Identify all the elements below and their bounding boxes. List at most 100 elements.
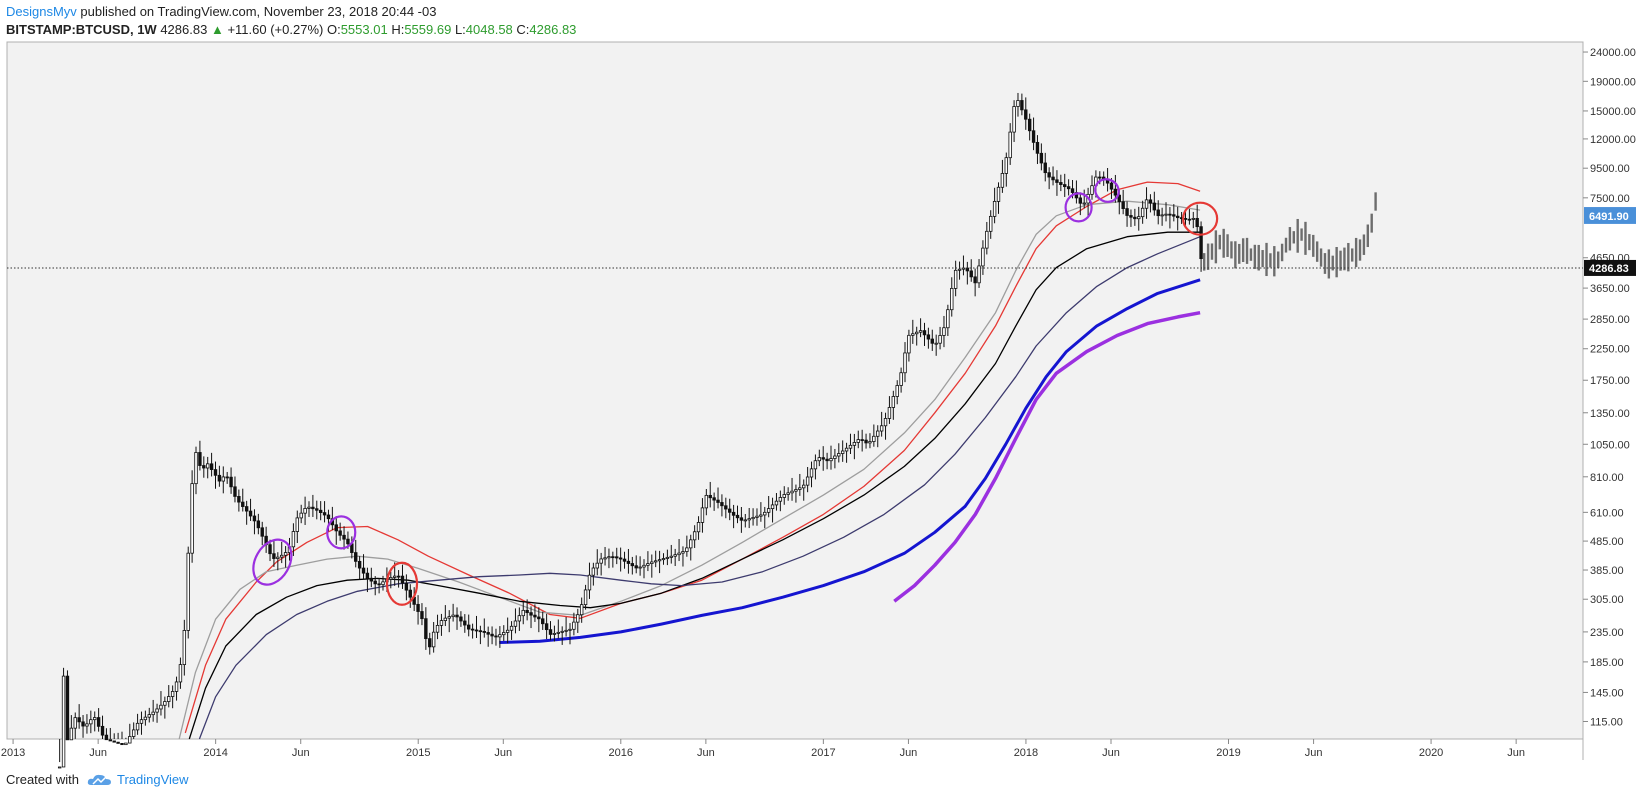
candle-body [229, 476, 233, 488]
candle-body [996, 186, 1001, 202]
time-tick-label: Jun [697, 747, 715, 759]
ma-line-gray [178, 200, 1201, 740]
price-tick-label: 610.00 [1590, 507, 1624, 519]
candle-body [357, 560, 362, 569]
candle-body [568, 628, 572, 631]
projection-bars [1202, 192, 1377, 279]
candle-body [373, 580, 377, 585]
candle-body [206, 463, 210, 469]
open-value: 5553.01 [340, 22, 388, 37]
candle-body [315, 508, 319, 511]
candle-body [73, 717, 77, 729]
candle-body [759, 514, 763, 517]
candle-body [934, 342, 938, 345]
candle-body [876, 430, 880, 437]
candle-body [217, 474, 222, 482]
time-tick-label: Jun [292, 747, 310, 759]
symbol-label: BITSTAMP:BTCUSD, 1W [6, 22, 157, 37]
candle-body [1031, 130, 1036, 143]
price-tick-label: 305.00 [1590, 594, 1624, 606]
candle-body [502, 632, 506, 636]
candle-body [704, 494, 709, 509]
price-axis[interactable]: 24000.00 19000.00 15000.00 12000.00 9500.00 7… [1583, 47, 1636, 728]
candle-body [361, 567, 366, 574]
candle-body [681, 551, 685, 554]
candle-body [77, 717, 81, 723]
candle-body [268, 544, 272, 555]
price-tick-label: 3650.00 [1590, 283, 1630, 295]
candle-body [225, 476, 229, 479]
candle-body [443, 617, 448, 621]
candle-body [163, 701, 167, 706]
price-tick-label: 2850.00 [1590, 314, 1630, 326]
candle-body [879, 425, 884, 432]
candle-body [657, 559, 662, 562]
price-tick-label: 115.00 [1590, 716, 1623, 728]
candle-body [669, 555, 673, 558]
price-tick-label: 19000.00 [1590, 76, 1636, 88]
candle-body [782, 494, 786, 498]
plot-background [6, 41, 1584, 740]
candle-body [992, 201, 997, 217]
candle-body [85, 723, 89, 727]
candle-body [591, 567, 596, 576]
candle-body [766, 508, 771, 513]
candle-body [69, 727, 74, 741]
candle-body [579, 604, 584, 616]
candle-body [167, 696, 171, 702]
price-tick-label: 1750.00 [1590, 375, 1630, 387]
annotation-circles [252, 178, 1219, 606]
candle-body [611, 556, 615, 559]
annotation-ellipse [1064, 192, 1093, 223]
candle-body [463, 620, 467, 626]
price-tick-label: 810.00 [1590, 472, 1624, 484]
candle-body [326, 514, 331, 520]
time-tick-label: Jun [89, 747, 107, 759]
candle-body [237, 496, 241, 503]
candle-body [291, 531, 296, 548]
time-tick-label: Jun [1305, 747, 1323, 759]
candle-body [213, 469, 218, 476]
candle-body [233, 486, 237, 497]
candle-body [848, 444, 853, 449]
candle-body [428, 638, 432, 648]
candle-body [400, 575, 405, 584]
time-axis[interactable]: 2013 Jun 2014 Jun 2015 Jun 2016 Jun 2017 Jun 2018 J… [1, 739, 1525, 759]
time-tick-label: Jun [1102, 747, 1120, 759]
candle-body [646, 563, 650, 566]
price-tick-label: 12000.00 [1590, 134, 1636, 146]
annotation-ellipse [326, 515, 357, 550]
candle-body [435, 625, 440, 633]
candle-body [1176, 215, 1180, 219]
candle-body [622, 558, 627, 562]
candle-body [381, 581, 385, 586]
candle-body [595, 562, 599, 569]
price-tick-label: 485.00 [1590, 536, 1624, 548]
candle-body [938, 335, 942, 344]
candle-body [805, 476, 810, 486]
author-link[interactable]: DesignsMyv [6, 4, 77, 19]
candle-body [891, 396, 896, 408]
candle-body [198, 452, 202, 466]
candle-body [467, 624, 471, 630]
price-label-box [1584, 207, 1636, 224]
candle-body [1035, 141, 1040, 154]
candle-body [81, 721, 85, 727]
price-tick-label: 1350.00 [1590, 408, 1630, 420]
candle-body [755, 515, 759, 518]
candle-body [1137, 216, 1141, 220]
tradingview-link[interactable]: TradingView [116, 772, 189, 787]
candle-body [1043, 162, 1047, 174]
candle-body [537, 616, 541, 620]
candle-body [661, 558, 666, 561]
candle-body [424, 618, 428, 640]
candle-body [899, 372, 903, 386]
candle-body [918, 330, 923, 333]
price-tick-label: 15000.00 [1590, 106, 1636, 118]
candle-body [272, 553, 276, 559]
candle-body [505, 629, 510, 633]
candle-body [1016, 100, 1020, 107]
candle-body [735, 514, 740, 519]
price-label-text: 6491.90 [1589, 211, 1629, 223]
